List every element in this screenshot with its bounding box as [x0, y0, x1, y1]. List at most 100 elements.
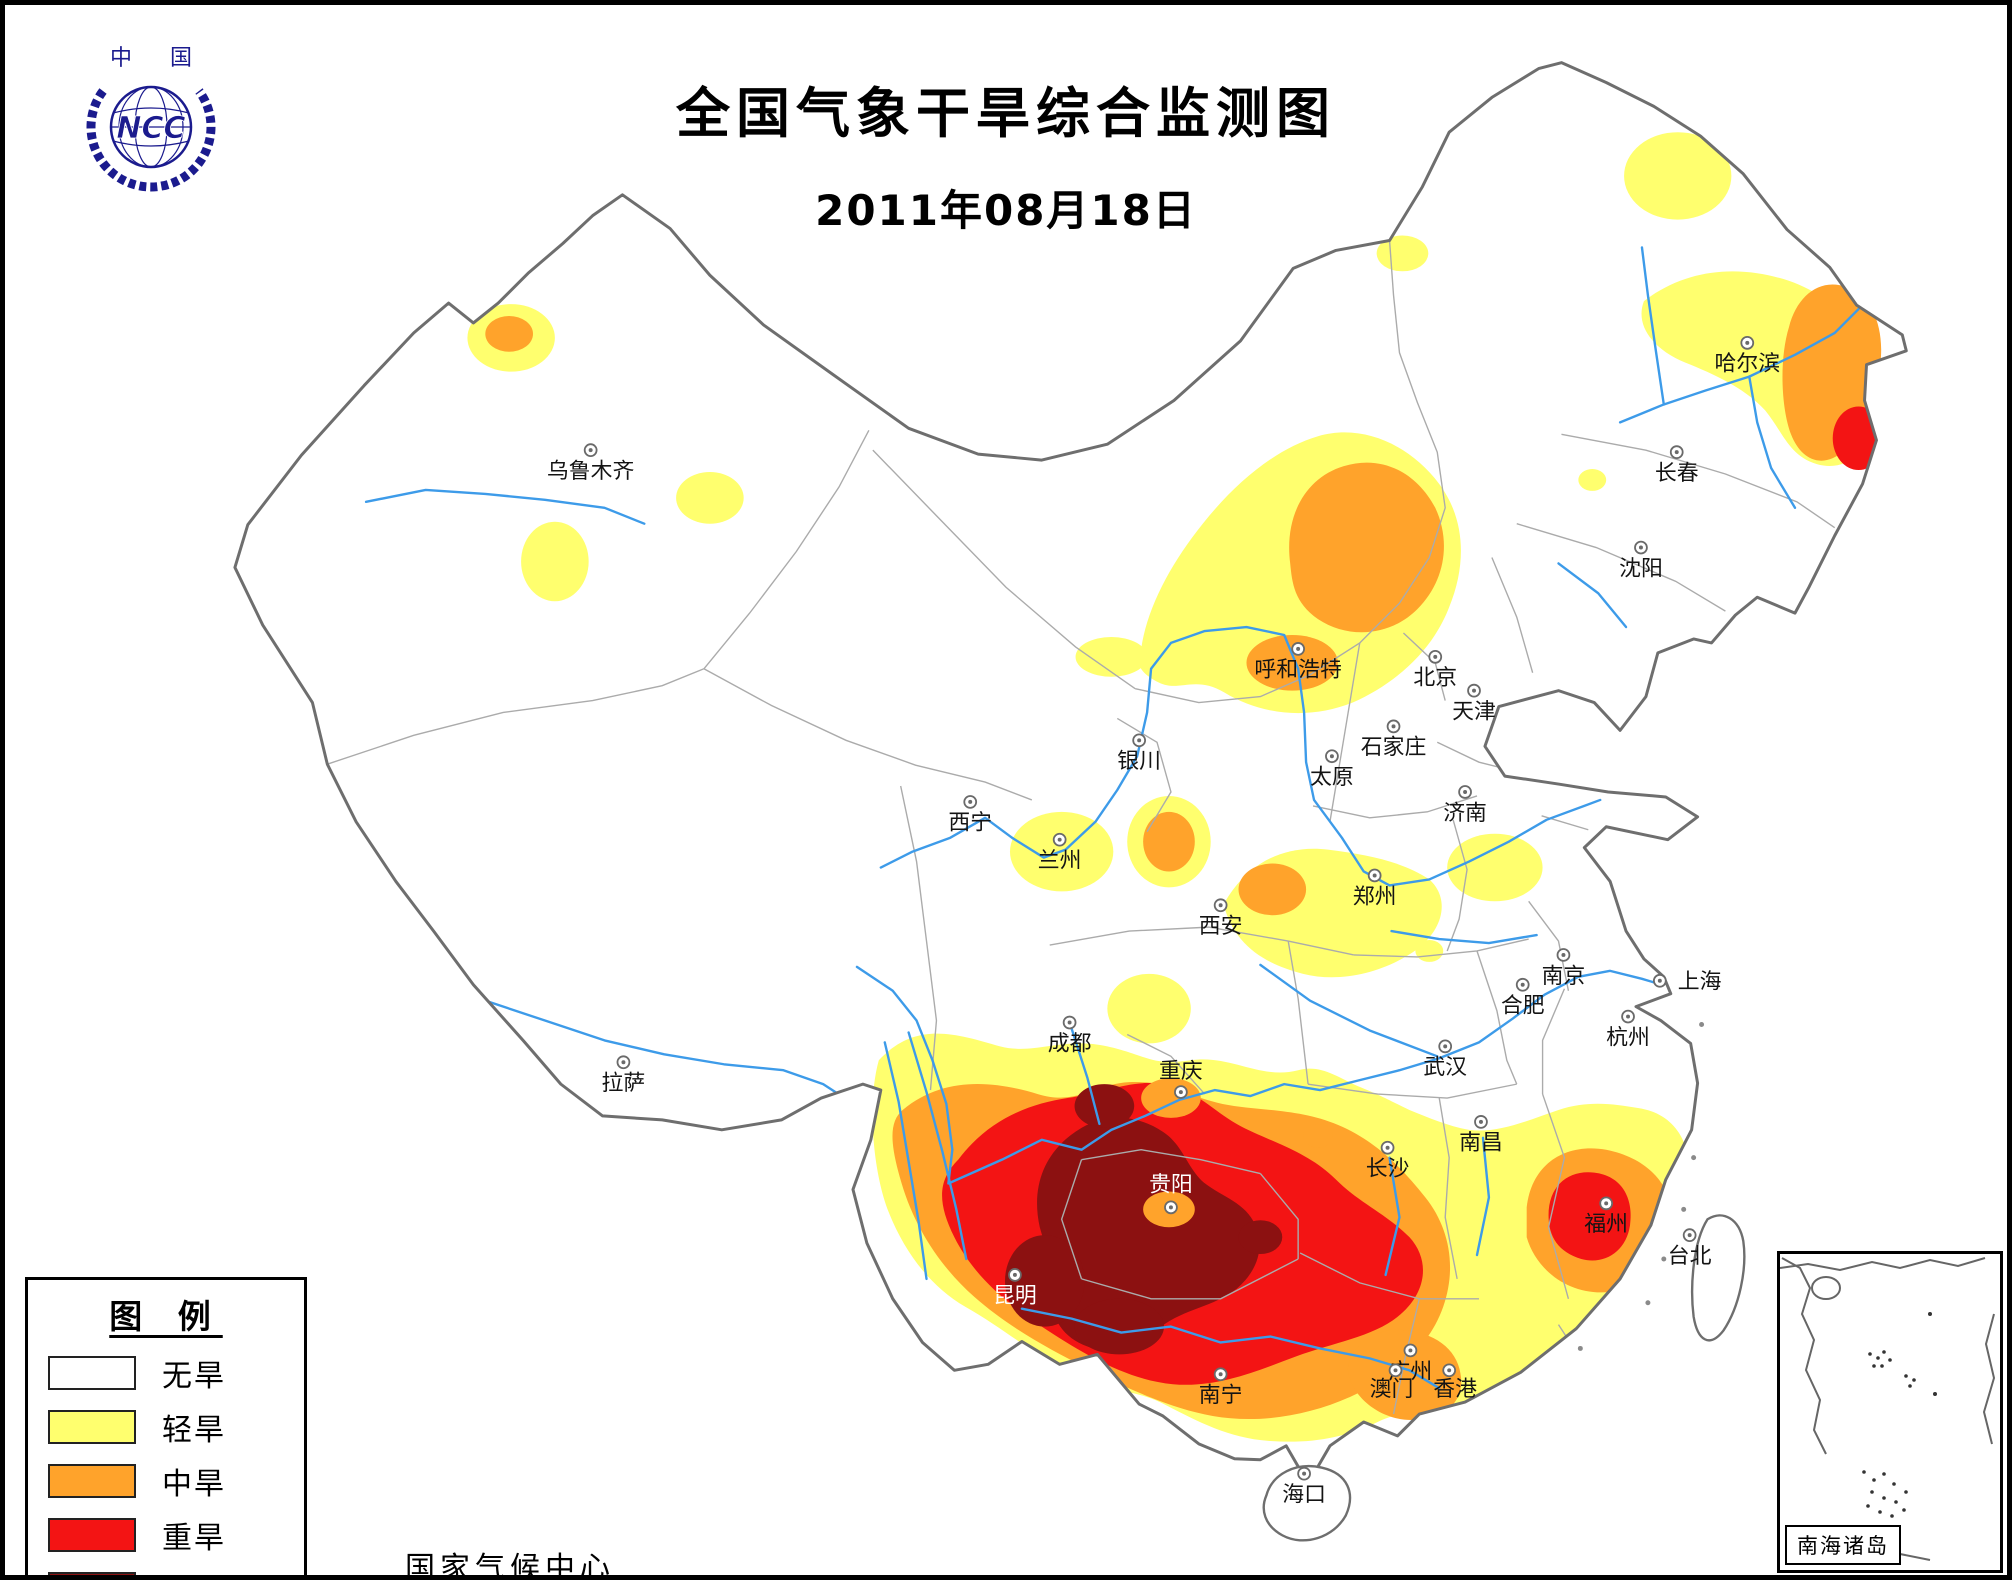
city-乌鲁木齐: 乌鲁木齐: [547, 443, 635, 484]
drought-extreme-north-lobe: [1074, 1084, 1135, 1128]
extreme-drought-layer: [1005, 1084, 1283, 1355]
city-成都: 成都: [1048, 1015, 1092, 1056]
svg-text:重庆: 重庆: [1159, 1059, 1203, 1084]
coastal-islets: [1577, 1022, 1705, 1351]
logo-graticule: [111, 86, 191, 168]
svg-text:上海: 上海: [1678, 970, 1722, 995]
city-南京: 南京: [1542, 948, 1586, 989]
city-济南: 济南: [1443, 785, 1487, 826]
drought-moderate-guangzhou: [1347, 1329, 1462, 1420]
pearl-river: [1020, 1307, 1441, 1390]
svg-text:哈尔滨: 哈尔滨: [1714, 352, 1780, 377]
logo-cn-right: 国: [170, 46, 192, 71]
city-杭州: 杭州: [1606, 1009, 1650, 1050]
city-南昌: 南昌: [1459, 1115, 1503, 1156]
city-北京: 北京: [1413, 649, 1457, 691]
drought-moderate-xinjiang: [485, 316, 534, 352]
svg-text:贵阳: 贵阳: [1149, 1172, 1193, 1197]
city-西安: 西安: [1199, 898, 1243, 939]
inset-label: 南海诸岛: [1785, 1525, 1901, 1565]
min-river: [1070, 1027, 1101, 1126]
yarlung-river: [484, 999, 865, 1112]
drought-light-jilin-spot: [1578, 469, 1607, 491]
legend-swatch: [48, 1464, 136, 1498]
inset-islands: [1862, 1312, 1937, 1518]
city-郑州: 郑州: [1353, 868, 1397, 909]
city-哈尔滨: 哈尔滨: [1714, 335, 1780, 377]
drought-light-small-henan-east: [1415, 940, 1444, 962]
svg-text:济南: 济南: [1443, 801, 1487, 826]
province-boundaries: [327, 240, 1836, 1415]
svg-text:成都: 成都: [1048, 1031, 1092, 1056]
city-重庆: 重庆: [1159, 1059, 1203, 1099]
city-呼和浩特: 呼和浩特: [1254, 642, 1342, 683]
drought-light-shandong-west: [1447, 833, 1543, 902]
city-海口: 海口: [1282, 1466, 1326, 1507]
city-兰州: 兰州: [1038, 832, 1082, 874]
legend-swatch: [48, 1518, 136, 1552]
svg-text:南宁: 南宁: [1199, 1383, 1243, 1408]
inset-map: [1780, 1257, 1996, 1561]
page-title: 全国气象干旱综合监测图: [676, 82, 1336, 145]
legend-label: 无旱: [162, 1359, 226, 1394]
drought-light-north-blob: [1624, 132, 1732, 220]
legend-rows: 无旱轻旱中旱重旱特旱: [28, 1346, 304, 1575]
hainan-island: [1262, 1465, 1352, 1542]
drought-moderate-zhengzhou-west: [1238, 863, 1307, 916]
legend-swatch: [48, 1356, 136, 1390]
svg-text:台北: 台北: [1668, 1244, 1712, 1269]
svg-text:香港: 香港: [1433, 1377, 1477, 1402]
svg-text:武汉: 武汉: [1423, 1055, 1467, 1080]
city-合肥: 合肥: [1501, 977, 1545, 1019]
drought-extreme-east-spot: [1238, 1220, 1283, 1255]
legend-label: 轻旱: [162, 1413, 226, 1448]
tarim-river: [364, 488, 646, 525]
page-date: 2011年08月18日: [815, 186, 1197, 235]
drought-moderate-jiangxi-spot: [1303, 1123, 1333, 1148]
taiwan-island: [1690, 1214, 1746, 1342]
lancang-river: [907, 1031, 968, 1261]
legend-swatch: [48, 1572, 136, 1575]
drought-moderate-inner-mongolia: [1289, 462, 1444, 633]
city-拉萨: 拉萨: [602, 1055, 645, 1096]
drought-light-im-west-arm: [1075, 636, 1148, 677]
south-china-sea-inset: 南海诸岛: [1777, 1251, 2003, 1573]
legend-label: 特旱: [162, 1567, 226, 1575]
svg-text:乌鲁木齐: 乌鲁木齐: [547, 459, 635, 484]
svg-text:昆明: 昆明: [993, 1284, 1037, 1309]
legend-label: 重旱: [162, 1521, 226, 1556]
city-长沙: 长沙: [1366, 1140, 1410, 1182]
svg-text:南昌: 南昌: [1459, 1131, 1503, 1156]
islands: [1262, 1214, 1746, 1542]
legend-box: 图 例 无旱轻旱中旱重旱特旱: [25, 1277, 307, 1575]
city-武汉: 武汉: [1423, 1039, 1467, 1080]
drought-light-xinjiang-b: [676, 472, 744, 524]
inset-coastlines: [1780, 1257, 1996, 1561]
svg-text:郑州: 郑州: [1353, 884, 1397, 909]
city-长春: 长春: [1655, 445, 1699, 486]
svg-text:福州: 福州: [1584, 1212, 1628, 1237]
svg-text:呼和浩特: 呼和浩特: [1254, 658, 1341, 683]
drought-layers: [327, 132, 1885, 1442]
city-昆明: 昆明: [993, 1268, 1037, 1309]
gan-river: [1475, 1136, 1491, 1257]
legend-item-重旱: 重旱: [28, 1508, 304, 1562]
city-西宁: 西宁: [948, 795, 992, 836]
city-澳门: 澳门: [1370, 1363, 1414, 1402]
svg-text:太原: 太原: [1310, 765, 1354, 790]
svg-text:石家庄: 石家庄: [1361, 735, 1427, 760]
city-贵阳: 贵阳: [1149, 1172, 1193, 1215]
svg-text:南京: 南京: [1542, 964, 1586, 989]
svg-text:杭州: 杭州: [1606, 1025, 1650, 1050]
city-天津: 天津: [1452, 683, 1496, 724]
nen-river: [1640, 246, 1666, 406]
svg-text:北京: 北京: [1413, 666, 1457, 691]
svg-text:澳门: 澳门: [1370, 1377, 1414, 1402]
svg-text:西宁: 西宁: [948, 811, 992, 836]
svg-text:长沙: 长沙: [1366, 1157, 1410, 1182]
svg-text:西安: 西安: [1199, 914, 1243, 939]
svg-text:兰州: 兰州: [1038, 849, 1082, 874]
